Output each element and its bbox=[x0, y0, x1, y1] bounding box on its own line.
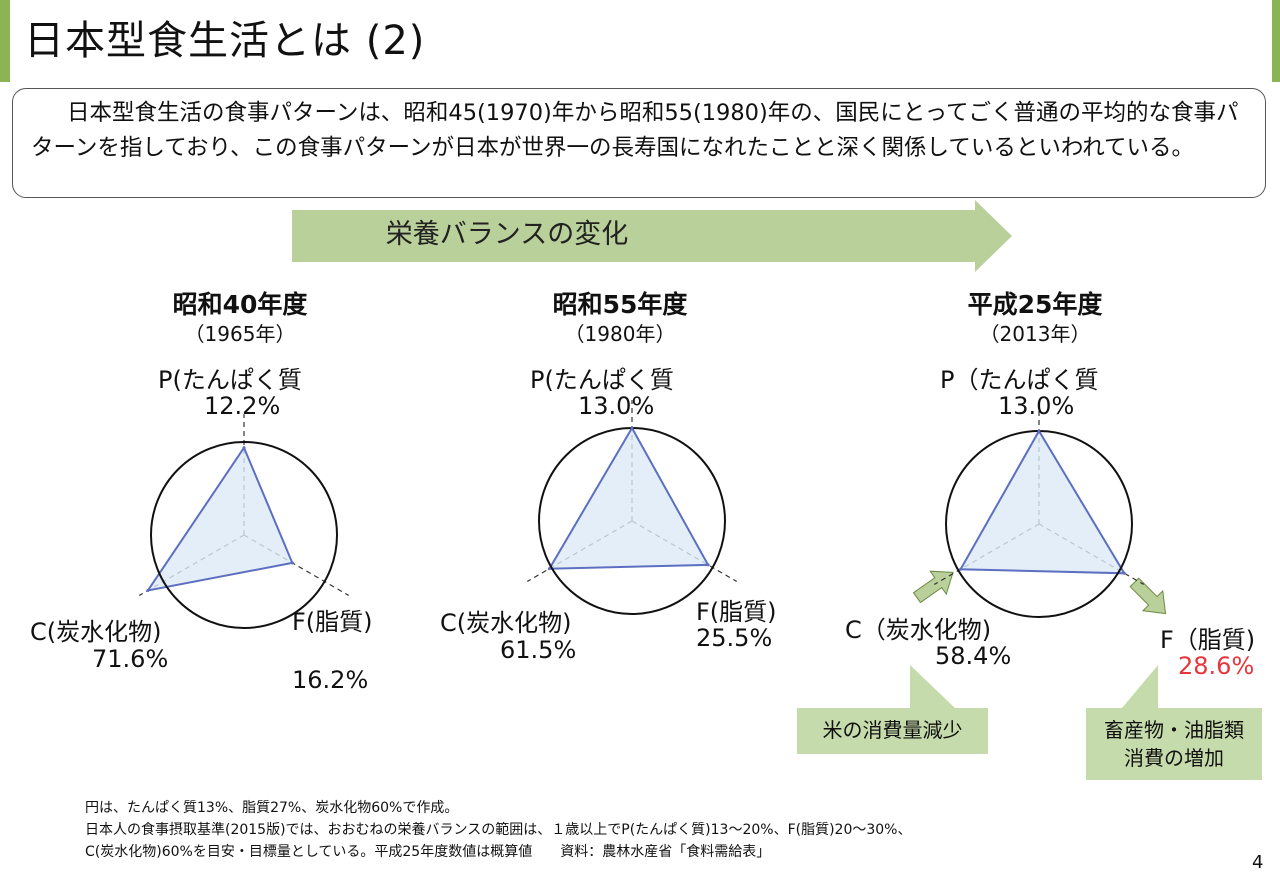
rice-callout-shape bbox=[797, 665, 988, 754]
small-arrow-right-icon bbox=[1129, 577, 1167, 615]
chart-1965-f-value: 16.2% bbox=[292, 666, 369, 694]
chart-1965-title: 昭和40年度 bbox=[172, 290, 308, 319]
radar-point-p bbox=[242, 446, 246, 450]
livestock-callout-line2: 消費の増加 bbox=[1124, 746, 1224, 770]
chart-1980-c-value: 61.5% bbox=[500, 636, 577, 664]
chart-1965-year: （1965年） bbox=[184, 322, 296, 346]
radar-point-c bbox=[547, 567, 551, 571]
radar-chart-1980 bbox=[526, 400, 738, 615]
rice-callout-text: 米の消費量減少 bbox=[822, 718, 963, 742]
chart-2013-c-value: 58.4% bbox=[935, 642, 1012, 670]
radar-chart-2013 bbox=[933, 403, 1145, 618]
balance-change-arrow bbox=[292, 200, 1012, 272]
chart-1980-p-label: P(たんぱく質 bbox=[530, 366, 674, 394]
chart-2013-p-label: P（たんぱく質 bbox=[940, 366, 1099, 394]
livestock-callout-shape bbox=[1086, 665, 1262, 780]
footnote-line: 日本人の食事摂取基準(2015版)では、おおむねの栄養バランスの範囲は、１歳以上… bbox=[85, 822, 912, 838]
page-number: 4 bbox=[1252, 852, 1264, 873]
radar-point-c bbox=[146, 588, 150, 592]
livestock-callout-line1: 畜産物・油脂類 bbox=[1104, 718, 1244, 742]
radar-polygon-1980 bbox=[547, 425, 710, 570]
chart-1965-p-value: 12.2% bbox=[204, 392, 281, 420]
chart-1965-f-label: F(脂質) bbox=[292, 608, 373, 636]
radar-chart-1965 bbox=[138, 414, 350, 629]
radar-point-c bbox=[959, 567, 963, 571]
chart-1965-c-value: 71.6% bbox=[92, 645, 169, 673]
chart-1980-f-value: 25.5% bbox=[696, 624, 773, 652]
radar-point-p bbox=[630, 426, 634, 430]
radar-point-p bbox=[1037, 429, 1041, 433]
chart-2013-p-value: 13.0% bbox=[998, 392, 1075, 420]
radar-point-f bbox=[706, 563, 710, 567]
chart-1980-c-label: C(炭水化物) bbox=[440, 609, 572, 637]
chart-2013-c-label: C（炭水化物) bbox=[845, 616, 992, 644]
page-title: 日本型食生活とは (2) bbox=[10, 0, 1272, 82]
chart-1965-c-label: C(炭水化物) bbox=[30, 618, 162, 646]
balance-change-label: 栄養バランスの変化 bbox=[385, 219, 629, 250]
chart-2013-f-value: 28.6% bbox=[1178, 652, 1255, 680]
radar-point-f bbox=[290, 561, 294, 565]
radar-point-f bbox=[1122, 571, 1126, 575]
radar-polygon-2013 bbox=[958, 429, 1127, 575]
chart-2013-title: 平成25年度 bbox=[967, 290, 1103, 319]
footnote-line: 円は、たんぱく質13%、脂質27%、炭水化物60%で作成。 bbox=[85, 800, 459, 816]
chart-1980-f-label: F(脂質) bbox=[696, 598, 777, 626]
radar-polygon-1965 bbox=[145, 445, 294, 592]
chart-1980-p-value: 13.0% bbox=[578, 392, 655, 420]
chart-2013-f-label: F（脂質) bbox=[1160, 626, 1256, 654]
chart-1965-p-label: P(たんぱく質 bbox=[158, 366, 302, 394]
header-bar: 日本型食生活とは (2) bbox=[0, 0, 1280, 82]
chart-1980-year: （1980年） bbox=[564, 322, 676, 346]
footnote-line: C(炭水化物)60%を目安・目標量としている。平成25年度数値は概算値 資料：農… bbox=[85, 844, 771, 860]
chart-1980-title: 昭和55年度 bbox=[552, 290, 688, 319]
intro-text-box: 日本型食生活の食事パターンは、昭和45(1970)年から昭和55(1980)年の… bbox=[12, 88, 1266, 198]
small-arrow-left-icon bbox=[912, 570, 954, 604]
chart-2013-year: （2013年） bbox=[979, 322, 1091, 346]
reference-circle-1965 bbox=[150, 441, 338, 629]
footnote: 円は、たんぱく質13%、脂質27%、炭水化物60%で作成。 日本人の食事摂取基準… bbox=[85, 797, 1185, 863]
